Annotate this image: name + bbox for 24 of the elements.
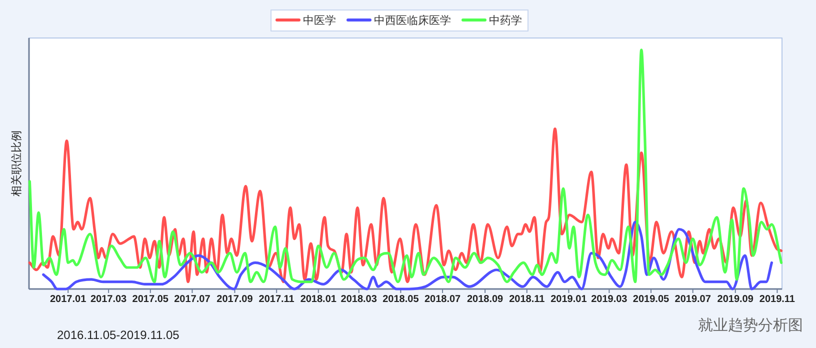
text: 2016.11.05-2019.11.05 — [57, 328, 180, 342]
x-tick-label: 2019.03 — [591, 294, 628, 305]
x-tick-label: 2019.09 — [717, 294, 754, 305]
x-tick-label: 2018.01 — [300, 294, 337, 305]
x-tick-label: 2018.07 — [424, 294, 462, 305]
x-tick-label: 2019.05 — [632, 294, 670, 305]
legend-label: 中西医临床医学 — [374, 14, 451, 27]
legend-label: 中医学 — [303, 14, 336, 27]
x-tick-label: 2018.09 — [466, 294, 504, 305]
x-tick-label: 2017.07 — [174, 294, 211, 305]
x-tick-label: 2019.01 — [550, 294, 588, 305]
legend-label: 中药学 — [489, 14, 522, 27]
x-tick-label: 2017.03 — [90, 294, 128, 305]
x-tick-label: 2018.05 — [382, 294, 420, 305]
x-tick-label: 2017.05 — [132, 294, 169, 305]
x-tick-label: 2017.09 — [216, 294, 254, 305]
x-tick-label: 2017.01 — [50, 294, 87, 305]
x-tick-label: 2018.11 — [509, 294, 546, 305]
text: 就业趋势分析图 — [698, 317, 803, 334]
y-axis-title: 相关职位比例 — [10, 130, 23, 196]
x-tick-label: 2018.03 — [340, 294, 378, 305]
x-tick-label: 2019.11 — [759, 294, 796, 305]
x-tick-label: 2019.07 — [674, 294, 712, 305]
x-tick-label: 2017.11 — [258, 294, 295, 305]
